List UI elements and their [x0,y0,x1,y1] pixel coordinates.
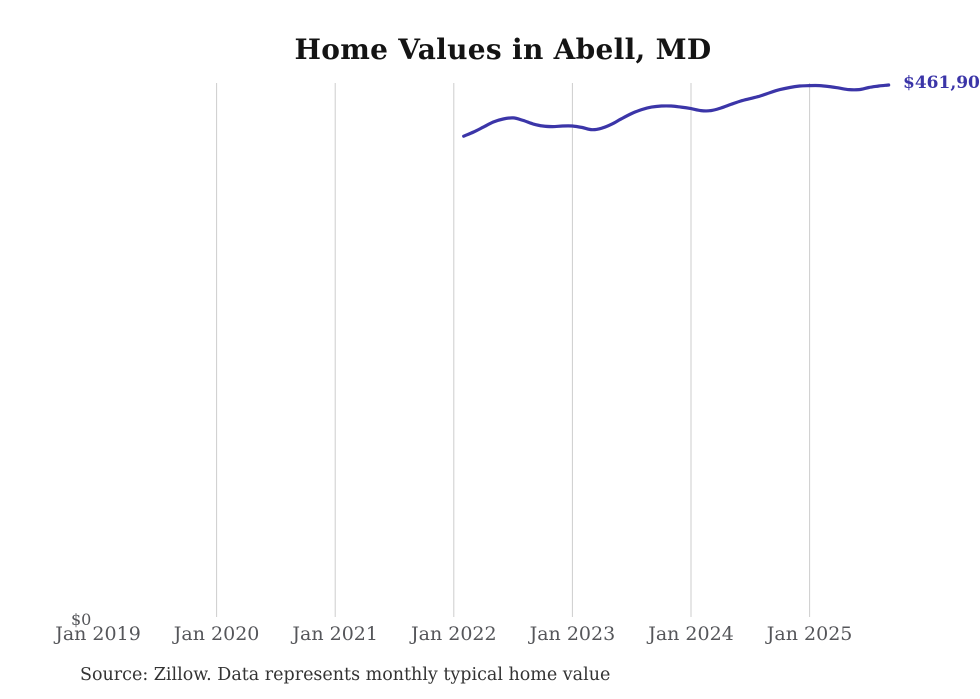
latest-value-label: $461,904 [903,73,980,93]
x-tick-label: Jan 2025 [766,623,853,645]
year-gridlines [216,83,811,617]
chart-title: Home Values in Abell, MD [294,33,712,66]
x-tick-label: Jan 2020 [173,623,260,645]
x-tick-label: Jan 2021 [292,623,378,645]
x-tick-label: Jan 2022 [411,623,497,645]
home-value-line-series [462,83,891,138]
source-attribution: Source: Zillow. Data represents monthly … [80,665,611,685]
x-tick-label: Jan 2023 [529,623,616,645]
x-tick-label: Jan 2019 [55,623,141,645]
x-tick-label: Jan 2024 [648,623,734,645]
y-axis-zero-label: $0 [71,610,92,629]
